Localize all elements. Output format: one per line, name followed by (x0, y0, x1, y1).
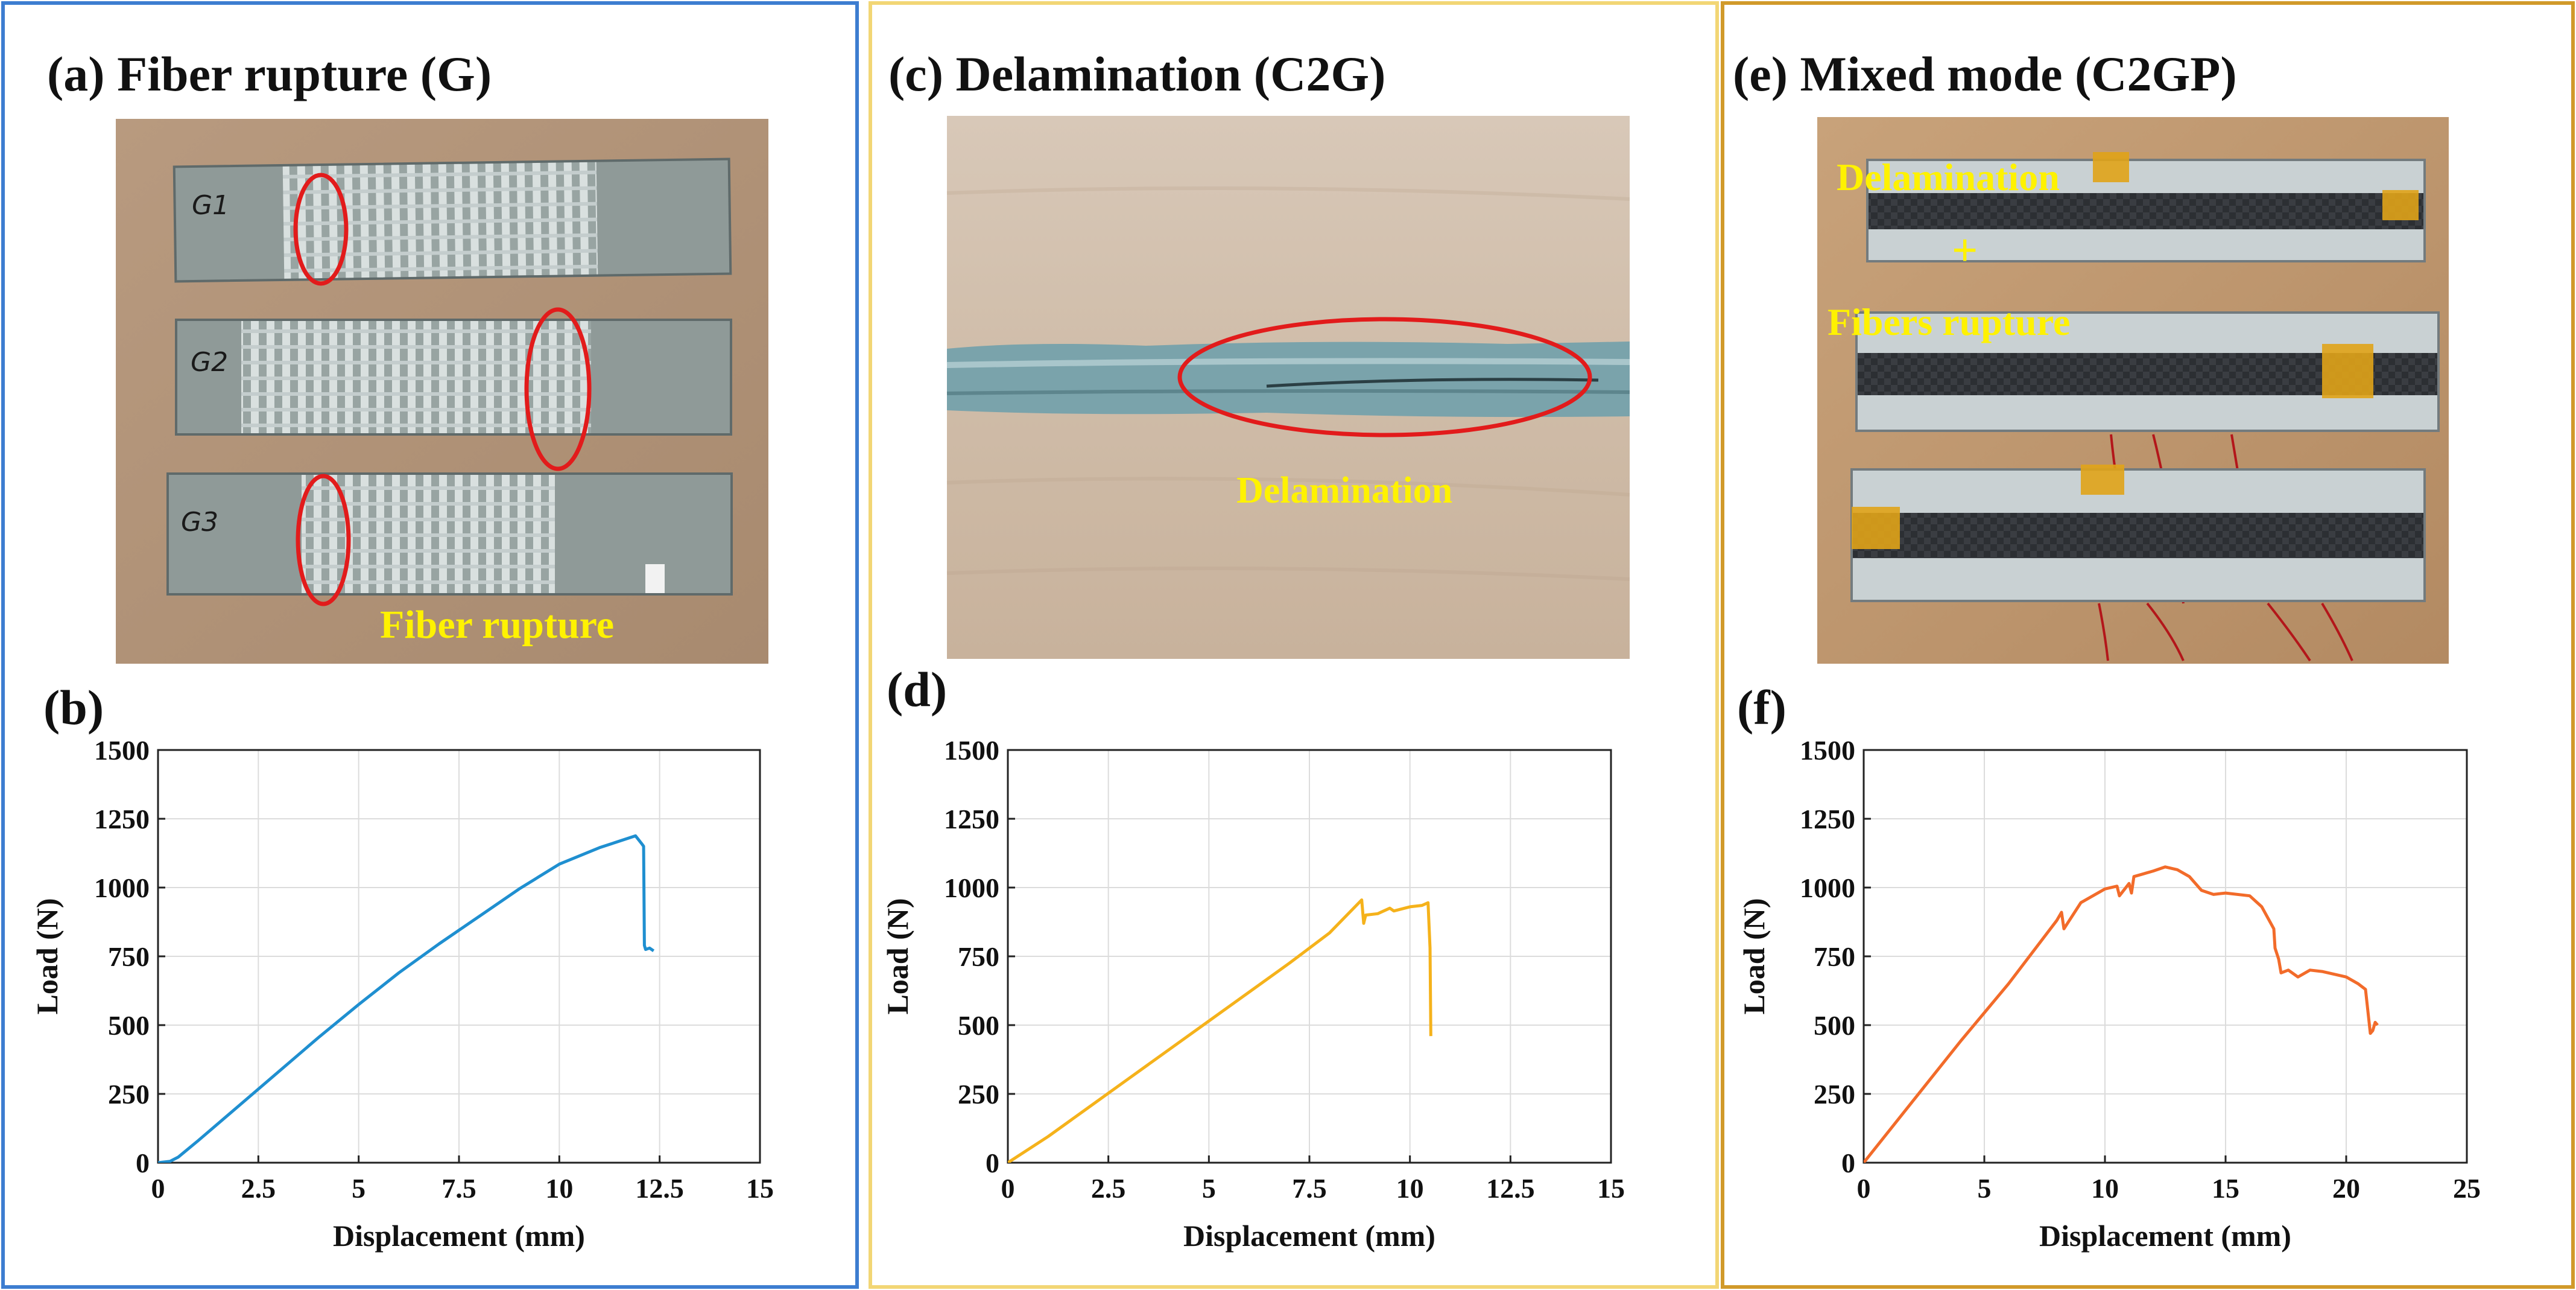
y-tick-label: 0 (136, 1148, 150, 1178)
y-tick-label: 500 (1814, 1010, 1855, 1041)
frame-c (869, 1, 1719, 1289)
y-tick-label: 1500 (94, 735, 150, 766)
x-tick-label: 25 (2453, 1173, 2481, 1204)
y-axis-label: Load (N) (30, 898, 64, 1014)
y-tick-label: 1500 (944, 735, 999, 766)
x-tick-label: 12.5 (635, 1173, 684, 1204)
rupture-ellipse-g2 (524, 307, 592, 471)
photo-fiber-rupture: G1 G2 G3 Fiber rupture (116, 119, 768, 664)
panel-f-label: (f) (1737, 680, 1786, 735)
delamination-ellipse (1177, 317, 1592, 437)
x-tick-label: 10 (545, 1173, 573, 1204)
mixed-annotation-fibers-rupture: Fibers rupture (1828, 300, 2070, 343)
y-tick-label: 1250 (944, 804, 999, 834)
x-tick-label: 5 (1978, 1173, 1992, 1204)
y-tick-label: 500 (958, 1010, 999, 1041)
y-tick-label: 750 (108, 941, 150, 972)
delamination-annotation: Delamination (1236, 470, 1452, 511)
panel-d-label: (d) (887, 662, 947, 717)
mixed-annotation-plus: + (1952, 225, 1978, 276)
y-tick-label: 750 (1814, 941, 1855, 972)
x-tick-label: 15 (746, 1173, 774, 1204)
x-axis-label: Displacement (mm) (2039, 1219, 2291, 1253)
y-tick-label: 250 (958, 1079, 999, 1110)
specimen-g3-label: G3 (181, 507, 218, 538)
x-tick-label: 5 (352, 1173, 366, 1204)
x-tick-label: 10 (2091, 1173, 2119, 1204)
y-tick-label: 1250 (94, 804, 150, 834)
specimen-g1: G1 (172, 157, 732, 283)
y-tick-label: 250 (108, 1079, 150, 1110)
x-tick-label: 0 (151, 1173, 165, 1204)
y-tick-label: 1250 (1800, 804, 1855, 834)
y-tick-label: 0 (986, 1148, 999, 1178)
x-tick-label: 2.5 (1091, 1173, 1126, 1204)
y-tick-label: 1500 (1800, 735, 1855, 766)
chart-d: 0 2.5 5 7.5 10 12.5 15 0 250 500 750 1000 1250 1500 Di… (881, 735, 1625, 1253)
photo-delamination: Delamination (946, 116, 1630, 659)
series-line-c2gp (1864, 865, 2379, 1163)
y-tick-label: 1000 (1800, 872, 1855, 903)
mixed-annotation-delamination: Delamination (1837, 156, 2060, 199)
y-tick-label: 750 (958, 941, 999, 972)
panel-b-label: (b) (43, 680, 104, 735)
chart-f: 0 5 10 15 20 250250500750100012501500Displace… (1737, 735, 2481, 1253)
x-tick-label: 20 (2332, 1173, 2360, 1204)
panel-e-title: (e) Mixed mode (C2GP) (1733, 46, 2237, 101)
specimen-g2: G2 (175, 319, 732, 436)
x-tick-label: 12.5 (1486, 1173, 1535, 1204)
rupture-ellipse-g1 (293, 173, 349, 286)
x-tick-label: 0 (1001, 1173, 1015, 1204)
specimen-g3: G3 (166, 472, 733, 596)
x-tick-label: 2.5 (241, 1173, 276, 1204)
specimen-g2-label: G2 (191, 347, 228, 378)
series-line-c2g (1008, 898, 1432, 1163)
rupture-ellipse-g3 (296, 474, 351, 606)
fiber-rupture-annotation: Fiber rupture (380, 603, 614, 647)
x-axis-label: Displacement (mm) (1183, 1219, 1435, 1253)
y-tick-label: 1000 (94, 872, 150, 903)
frame-e (1721, 1, 2575, 1289)
x-tick-label: 5 (1202, 1173, 1216, 1204)
specimen-g1-label: G1 (192, 190, 229, 221)
chart-b: 0 2.5 5 7.5 10 12.5 15 0 250 500 750 1000 1250 1500 Di… (30, 735, 774, 1253)
y-tick-label: 1000 (944, 872, 999, 903)
y-axis-label: Load (N) (1737, 898, 1771, 1014)
y-tick-label: 0 (1841, 1148, 1855, 1178)
frame-a (1, 1, 859, 1289)
x-tick-label: 0 (1857, 1173, 1871, 1204)
y-tick-label: 250 (1814, 1079, 1855, 1110)
x-tick-label: 7.5 (1292, 1173, 1327, 1204)
panel-c-title: (c) Delamination (C2G) (888, 46, 1385, 101)
y-axis-label: Load (N) (881, 898, 914, 1014)
x-axis-label: Displacement (mm) (333, 1219, 585, 1253)
x-tick-label: 15 (1597, 1173, 1625, 1204)
photo-mixed-mode: Delamination + Fibers rupture (1817, 117, 2449, 664)
x-tick-label: 15 (2212, 1173, 2239, 1204)
x-tick-label: 7.5 (441, 1173, 476, 1204)
panel-a-title: (a) Fiber rupture (G) (47, 46, 492, 101)
series-line-g (158, 834, 655, 1163)
y-tick-label: 500 (108, 1010, 150, 1041)
x-tick-label: 10 (1396, 1173, 1424, 1204)
